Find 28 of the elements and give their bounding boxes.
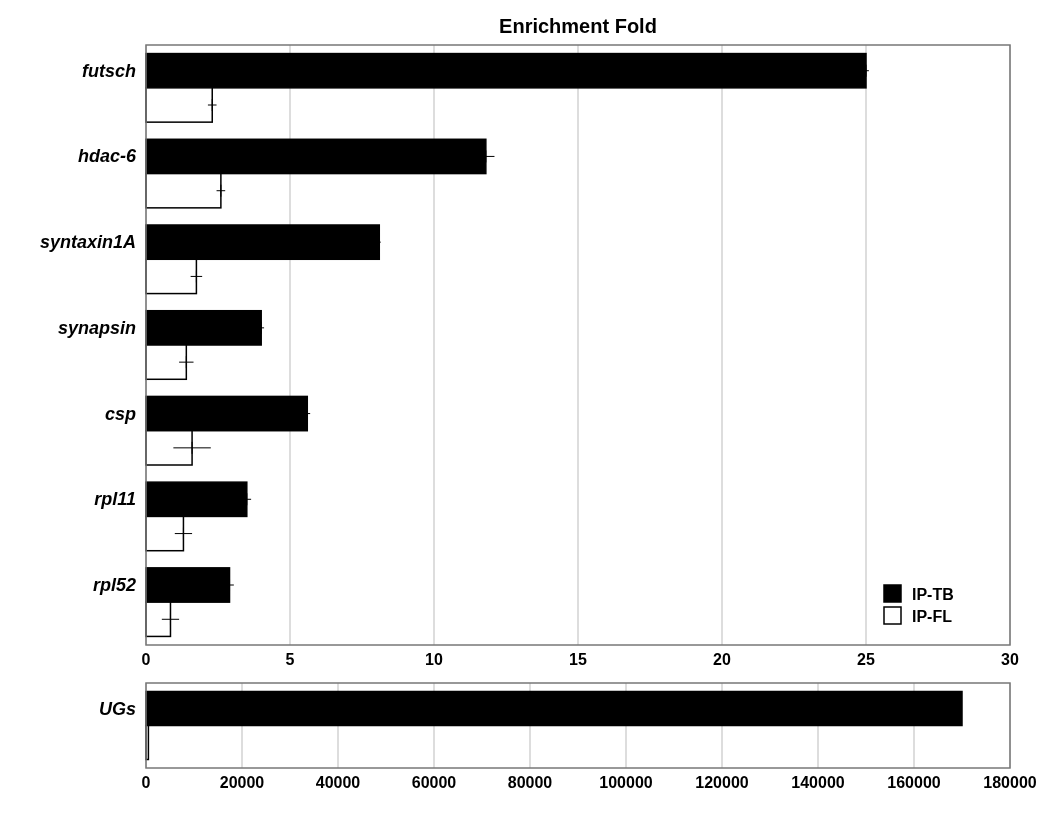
- y-tick-label: syntaxin1A: [39, 232, 136, 253]
- y-tick-label: csp: [104, 403, 136, 424]
- x-tick-label: 40000: [315, 774, 361, 791]
- x-tick-label: 100000: [599, 774, 653, 791]
- x-tick-label: 0: [141, 774, 151, 791]
- x-tick-label: 140000: [791, 774, 845, 791]
- x-tick-label: 30: [1001, 651, 1019, 668]
- legend-label: IP-TB: [912, 586, 954, 603]
- x-tick-label: 25: [857, 651, 875, 668]
- x-tick-label: 15: [569, 651, 587, 668]
- x-tick-label: 60000: [411, 774, 457, 791]
- x-tick-label: 20: [713, 651, 731, 668]
- x-tick-label: 80000: [507, 774, 553, 791]
- chart-title: Enrichment Fold: [499, 15, 657, 37]
- y-tick-label: hdac-6: [77, 146, 137, 167]
- y-tick-label: UGs: [98, 698, 136, 719]
- x-tick-label: 20000: [219, 774, 265, 791]
- x-tick-label: 120000: [695, 774, 749, 791]
- x-tick-label: 10: [425, 651, 443, 668]
- y-tick-label: synapsin: [57, 317, 136, 338]
- y-tick-label: rpl52: [92, 575, 136, 595]
- x-tick-label: 0: [141, 651, 151, 668]
- x-tick-label: 160000: [887, 774, 941, 791]
- legend-label: IP-FL: [912, 608, 953, 625]
- y-tick-label: rpl11: [94, 489, 136, 510]
- x-tick-label: 5: [285, 651, 295, 668]
- y-tick-label: futsch: [82, 60, 136, 81]
- x-tick-label: 180000: [983, 774, 1037, 791]
